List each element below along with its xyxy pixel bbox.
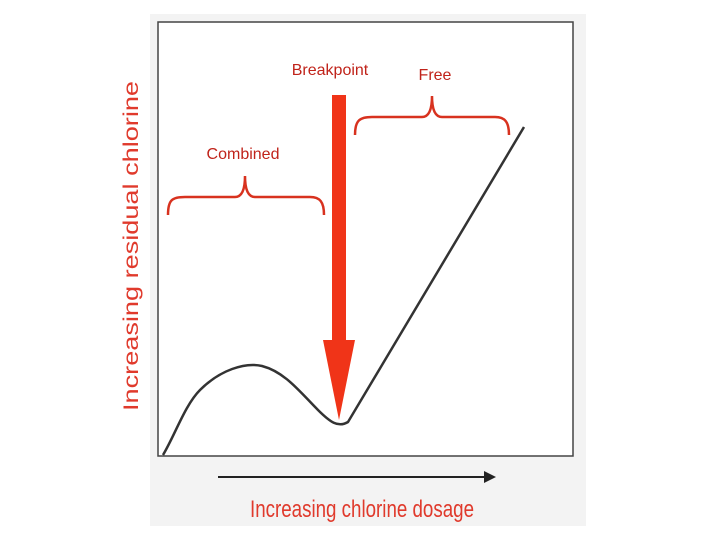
breakpoint-label: Breakpoint [292, 62, 369, 79]
plot-frame [157, 21, 574, 457]
combined-bracket [166, 175, 326, 216]
free-bracket [353, 95, 511, 136]
free-label: Free [419, 67, 452, 84]
x-axis-arrowhead [484, 471, 496, 483]
breakpoint-arrow [323, 95, 355, 420]
breakpoint-curve [161, 126, 526, 456]
y-axis-label: Increasing residual chlorine [120, 81, 143, 411]
x-axis-label: Increasing chlorine dosage [250, 496, 474, 523]
combined-label: Combined [207, 146, 280, 163]
